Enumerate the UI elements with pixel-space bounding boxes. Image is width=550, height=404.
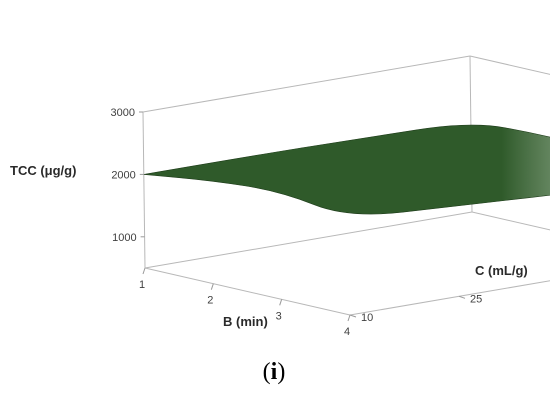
- top-right-edge: [469, 55, 550, 75]
- y-axis-line: [349, 280, 550, 316]
- x-axis-title: B (min): [223, 314, 268, 329]
- z-axis-line: [142, 111, 146, 269]
- x-tick-label: 1: [139, 279, 145, 291]
- z-tick-label: 2000: [111, 169, 135, 181]
- x-tick-mark: [210, 283, 214, 290]
- panel-label-close: ): [277, 359, 285, 385]
- z-axis-title: TCC (μg/g): [10, 163, 76, 178]
- top-left-edge: [142, 55, 471, 113]
- x-axis-line: [144, 267, 351, 316]
- y-tick-mark: [458, 295, 466, 299]
- floor-right-edge: [471, 211, 550, 231]
- y-tick-label: 25: [470, 293, 482, 305]
- response-surface: [143, 124, 550, 215]
- panel-label-open: (: [263, 359, 271, 385]
- x-tick-label: 2: [207, 295, 213, 307]
- axis-ticks: 300020001000123410254055: [111, 107, 483, 338]
- x-tick-label: 4: [344, 326, 350, 338]
- x-tick-mark: [279, 299, 283, 306]
- floor-back-edge: [144, 211, 473, 269]
- y-axis-title: C (mL/g): [475, 263, 528, 278]
- y-tick-mark: [349, 314, 357, 318]
- x-tick-label: 3: [276, 310, 282, 322]
- z-tick-label: 3000: [111, 107, 135, 119]
- x-tick-mark: [142, 267, 146, 275]
- panel-label: (i): [263, 359, 286, 385]
- x-tick-mark: [347, 314, 351, 322]
- y-tick-label: 10: [361, 312, 373, 324]
- z-tick-label: 1000: [112, 232, 136, 244]
- panel-label-letter: i: [271, 359, 278, 385]
- surface-mesh: [143, 124, 550, 215]
